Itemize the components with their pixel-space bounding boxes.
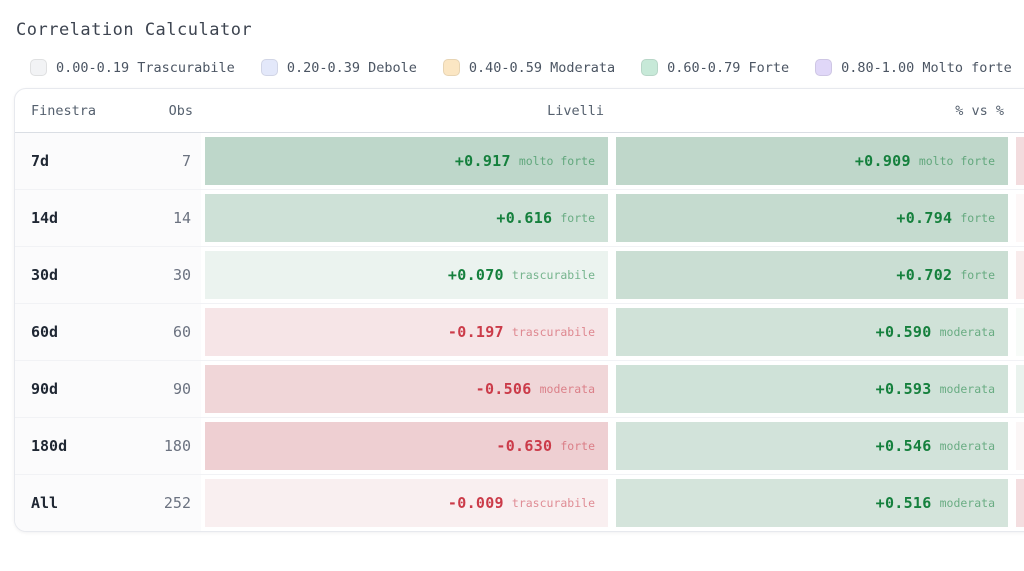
window-label: 60d	[15, 304, 125, 360]
legend-label: 0.20-0.39 Debole	[286, 59, 417, 76]
livelli-strength-label: trascurabile	[511, 496, 595, 510]
livelli-strength-label: trascurabile	[511, 268, 595, 282]
legend-item: 0.60-0.79 Forte	[641, 59, 789, 76]
table-row: 180d 180 -0.630 forte +0.546 moderata	[15, 417, 1024, 474]
pct-vs-pct-correlation-value: +0.702	[896, 266, 953, 284]
window-label: 180d	[15, 418, 125, 474]
pct-vs-pct-correlation-bar: +0.546 moderata	[616, 422, 1008, 470]
legend-item: 0.80-1.00 Molto forte	[815, 59, 1012, 76]
pct-vs-pct-strength-label: moderata	[939, 439, 995, 453]
livelli-correlation-value: -0.630	[496, 437, 553, 455]
pct-vs-pct-strength-label: moderata	[939, 496, 995, 510]
clipped-column-bar	[1016, 365, 1024, 413]
table-row: 90d 90 -0.506 moderata +0.593 moderata	[15, 360, 1024, 417]
pct-vs-pct-strength-label: moderata	[939, 382, 995, 396]
livelli-strength-label: forte	[560, 439, 595, 453]
legend-swatch	[815, 59, 833, 76]
table-row: 7d 7 +0.917 molto forte +0.909 molto for…	[15, 133, 1024, 189]
livelli-correlation-value: +0.917	[454, 152, 511, 170]
table-body: 7d 7 +0.917 molto forte +0.909 molto for…	[15, 133, 1024, 531]
legend: 0.00-0.19 Trascurabile 0.20-0.39 Debole …	[30, 59, 1024, 76]
legend-swatch	[30, 59, 47, 76]
pct-vs-pct-correlation-bar: +0.590 moderata	[616, 308, 1008, 356]
legend-swatch	[260, 59, 278, 76]
pct-vs-pct-correlation-value: +0.590	[875, 323, 932, 341]
livelli-correlation-bar: -0.197 trascurabile	[205, 308, 608, 356]
correlation-table: Finestra Obs Livelli % vs % 7d 7 +0.917 …	[14, 88, 1024, 532]
window-label: 30d	[15, 247, 125, 303]
pct-vs-pct-strength-label: molto forte	[918, 154, 995, 168]
column-header-livelli: Livelli	[547, 102, 604, 119]
pct-vs-pct-correlation-bar: +0.516 moderata	[616, 479, 1008, 527]
obs-value: 180	[125, 418, 201, 474]
pct-vs-pct-correlation-value: +0.546	[875, 437, 932, 455]
window-label: 90d	[15, 361, 125, 417]
pct-vs-pct-strength-label: moderata	[939, 325, 995, 339]
pct-vs-pct-correlation-value: +0.794	[896, 209, 953, 227]
livelli-correlation-value: +0.070	[447, 266, 504, 284]
table-header-row: Finestra Obs Livelli % vs %	[15, 89, 1024, 133]
livelli-strength-label: trascurabile	[511, 325, 595, 339]
obs-value: 90	[125, 361, 201, 417]
livelli-correlation-value: -0.009	[447, 494, 504, 512]
table-row: 30d 30 +0.070 trascurabile +0.702 forte	[15, 246, 1024, 303]
obs-value: 30	[125, 247, 201, 303]
clipped-column-bar	[1016, 137, 1024, 185]
legend-label: 0.80-1.00 Molto forte	[841, 59, 1012, 76]
livelli-correlation-bar: +0.616 forte	[205, 194, 608, 242]
livelli-correlation-bar: -0.009 trascurabile	[205, 479, 608, 527]
legend-label: 0.40-0.59 Moderata	[468, 59, 616, 76]
obs-value: 7	[125, 133, 201, 189]
livelli-strength-label: forte	[560, 211, 595, 225]
legend-item: 0.20-0.39 Debole	[260, 59, 417, 76]
legend-item: 0.40-0.59 Moderata	[442, 59, 616, 76]
livelli-correlation-value: +0.616	[496, 209, 553, 227]
table-row: 14d 14 +0.616 forte +0.794 forte	[15, 189, 1024, 246]
legend-swatch	[442, 59, 460, 76]
livelli-correlation-value: -0.506	[475, 380, 532, 398]
page-title: Correlation Calculator	[16, 20, 253, 40]
pct-vs-pct-correlation-value: +0.909	[854, 152, 911, 170]
clipped-column-bar	[1016, 422, 1024, 470]
pct-vs-pct-correlation-value: +0.516	[875, 494, 932, 512]
pct-vs-pct-correlation-value: +0.593	[875, 380, 932, 398]
clipped-column-bar	[1016, 251, 1024, 299]
pct-vs-pct-correlation-bar: +0.593 moderata	[616, 365, 1008, 413]
legend-label: 0.60-0.79 Forte	[667, 59, 790, 76]
livelli-correlation-bar: -0.630 forte	[205, 422, 608, 470]
table-row: All 252 -0.009 trascurabile +0.516 moder…	[15, 474, 1024, 531]
window-label: 7d	[15, 133, 125, 189]
pct-vs-pct-correlation-bar: +0.909 molto forte	[616, 137, 1008, 185]
clipped-column-bar	[1016, 194, 1024, 242]
pct-vs-pct-correlation-bar: +0.702 forte	[616, 251, 1008, 299]
livelli-correlation-bar: +0.917 molto forte	[205, 137, 608, 185]
obs-value: 60	[125, 304, 201, 360]
clipped-column-bar	[1016, 308, 1024, 356]
column-header-clipped	[1012, 89, 1024, 132]
obs-value: 252	[125, 475, 201, 531]
livelli-correlation-value: -0.197	[447, 323, 504, 341]
pct-vs-pct-strength-label: forte	[960, 268, 995, 282]
legend-label: 0.00-0.19 Trascurabile	[56, 59, 235, 76]
column-header-finestra: Finestra	[31, 102, 97, 119]
legend-item: 0.00-0.19 Trascurabile	[30, 59, 235, 76]
clipped-column-bar	[1016, 479, 1024, 527]
column-header-obs: Obs	[168, 102, 193, 119]
legend-swatch	[641, 59, 659, 76]
window-label: 14d	[15, 190, 125, 246]
livelli-strength-label: molto forte	[518, 154, 595, 168]
obs-value: 14	[125, 190, 201, 246]
column-header-pct-vs-pct: % vs %	[955, 102, 1004, 119]
pct-vs-pct-strength-label: forte	[960, 211, 995, 225]
pct-vs-pct-correlation-bar: +0.794 forte	[616, 194, 1008, 242]
table-row: 60d 60 -0.197 trascurabile +0.590 modera…	[15, 303, 1024, 360]
window-label: All	[15, 475, 125, 531]
livelli-correlation-bar: +0.070 trascurabile	[205, 251, 608, 299]
livelli-correlation-bar: -0.506 moderata	[205, 365, 608, 413]
livelli-strength-label: moderata	[539, 382, 595, 396]
